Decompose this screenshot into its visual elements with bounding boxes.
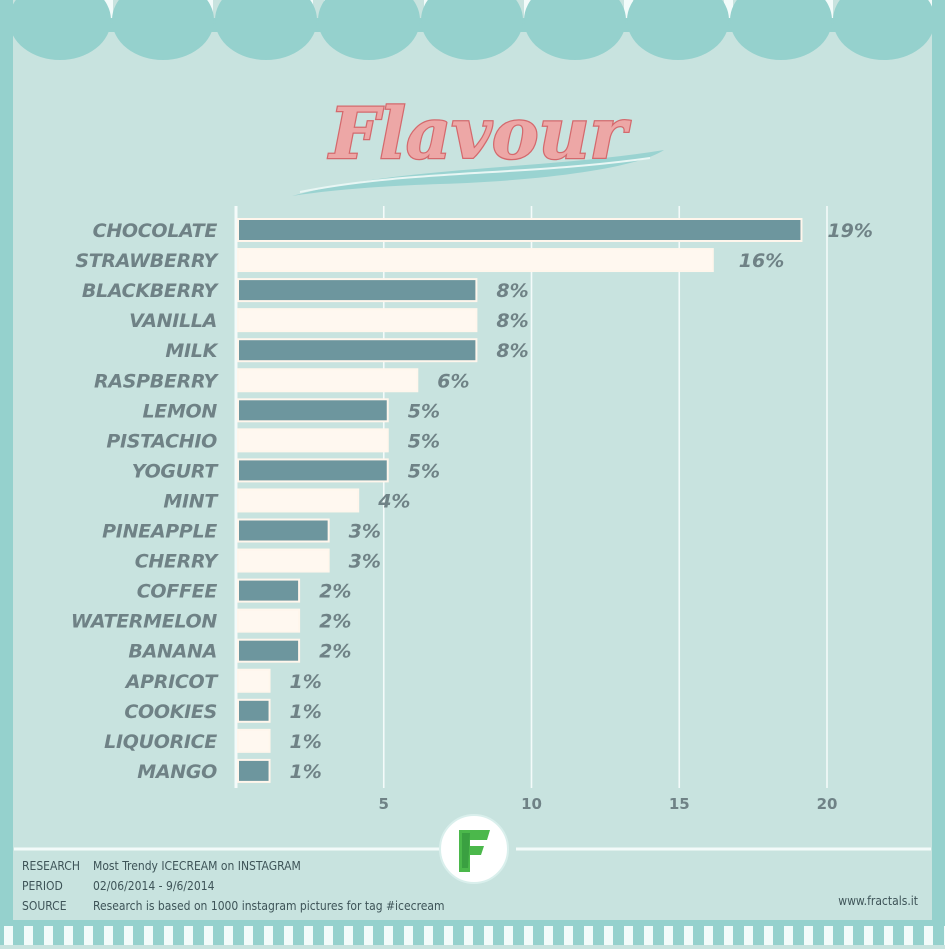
x-axis-ticks: 5 10 15 20	[379, 795, 838, 813]
footer-key-source: SOURCE	[22, 899, 67, 913]
top-awning	[0, 0, 945, 60]
category-label-pineapple: PINEAPPLE	[102, 521, 217, 543]
value-label-yogurt: 5%	[408, 460, 440, 482]
category-label-cherry: CHERRY	[135, 551, 220, 573]
bar-apricot	[239, 670, 269, 691]
category-label-mango: MANGO	[137, 761, 217, 783]
value-label-coffee: 2%	[319, 581, 351, 603]
category-label-blackberry: BLACKBERRY	[82, 280, 220, 302]
bar-chocolate	[239, 220, 801, 240]
value-label-pistachio: 5%	[408, 430, 440, 452]
value-label-milk: 8%	[496, 340, 528, 362]
value-label-mint: 4%	[377, 490, 410, 512]
footer-value-source: Research is based on 1000 instagram pict…	[93, 899, 445, 913]
value-label-raspberry: 6%	[437, 370, 469, 392]
category-label-yogurt: YOGURT	[132, 460, 220, 482]
value-label-cherry: 3%	[349, 551, 381, 573]
bar-yogurt	[239, 460, 387, 481]
category-label-lemon: LEMON	[142, 400, 217, 422]
website-link[interactable]: www.fractals.it	[838, 894, 918, 908]
category-label-liquorice: LIQUORICE	[104, 731, 217, 753]
value-label-mango: 1%	[290, 761, 322, 783]
bars	[237, 218, 803, 783]
title-swoosh-light	[299, 157, 651, 193]
value-label-banana: 2%	[319, 641, 351, 663]
bar-pistachio	[239, 430, 387, 451]
footer-key-period: PERIOD	[22, 879, 63, 893]
tick-label-20: 20	[817, 795, 838, 813]
value-label-pineapple: 3%	[349, 521, 381, 543]
footer-value-period: 02/06/2014 - 9/6/2014	[93, 879, 215, 893]
footer-key-research: RESEARCH	[22, 859, 80, 873]
category-label-chocolate: CHOCOLATE	[93, 220, 218, 242]
value-label-watermelon: 2%	[319, 611, 351, 633]
footer-value-research: Most Trendy ICECREAM on INSTAGRAM	[93, 859, 301, 873]
bar-cherry	[239, 550, 328, 571]
value-label-chocolate: 19%	[827, 220, 872, 242]
grid	[234, 206, 828, 788]
logo: F	[439, 814, 509, 884]
value-labels: 19% 16% 8% 8% 8% 6% 5% 5% 5% 4% 3% 3% 2% 2% 2% 1% 1% 1% 1%	[290, 220, 873, 783]
category-label-raspberry: RASPBERRY	[94, 370, 220, 392]
category-label-strawberry: STRAWBERRY	[75, 250, 219, 272]
bar-vanilla	[239, 310, 476, 331]
tick-label-15: 15	[669, 795, 690, 813]
category-label-banana: BANANA	[128, 641, 217, 663]
bar-cookies	[239, 700, 269, 721]
bar-mint	[239, 490, 358, 511]
category-label-pistachio: PISTACHIO	[106, 430, 217, 452]
category-label-cookies: COOKIES	[124, 701, 217, 723]
tick-label-10: 10	[521, 795, 542, 813]
bar-banana	[239, 640, 299, 661]
value-label-lemon: 5%	[408, 400, 440, 422]
value-label-strawberry: 16%	[739, 250, 784, 272]
category-label-watermelon: WATERMELON	[71, 611, 218, 633]
right-border	[932, 0, 945, 945]
title-group: Flavour	[292, 91, 664, 196]
bar-milk	[239, 340, 476, 361]
bar-watermelon	[239, 610, 299, 631]
footer: F RESEARCH Most Trendy ICECREAM on INSTA…	[14, 814, 931, 913]
bar-coffee	[239, 580, 299, 601]
chart-title: Flavour	[328, 92, 632, 175]
category-label-milk: MILK	[165, 340, 218, 362]
value-label-liquorice: 1%	[290, 731, 322, 753]
category-labels: CHOCOLATE STRAWBERRY BLACKBERRY VANILLA MILK…	[71, 220, 220, 783]
bar-lemon	[239, 400, 387, 421]
category-label-mint: MINT	[163, 490, 219, 512]
bar-strawberry	[239, 250, 712, 271]
tick-label-5: 5	[379, 795, 389, 813]
bar-liquorice	[239, 730, 269, 751]
bottom-border	[0, 920, 945, 945]
value-label-blackberry: 8%	[496, 280, 528, 302]
category-label-apricot: APRICOT	[124, 671, 220, 693]
value-label-vanilla: 8%	[496, 310, 528, 332]
bar-mango	[239, 760, 269, 781]
bar-raspberry	[239, 370, 417, 391]
value-label-apricot: 1%	[290, 671, 322, 693]
category-label-vanilla: VANILLA	[129, 310, 217, 332]
bar-pineapple	[239, 520, 328, 541]
category-label-coffee: COFFEE	[137, 581, 218, 603]
value-label-cookies: 1%	[290, 701, 322, 723]
bar-blackberry	[239, 280, 476, 301]
left-border	[0, 0, 13, 945]
